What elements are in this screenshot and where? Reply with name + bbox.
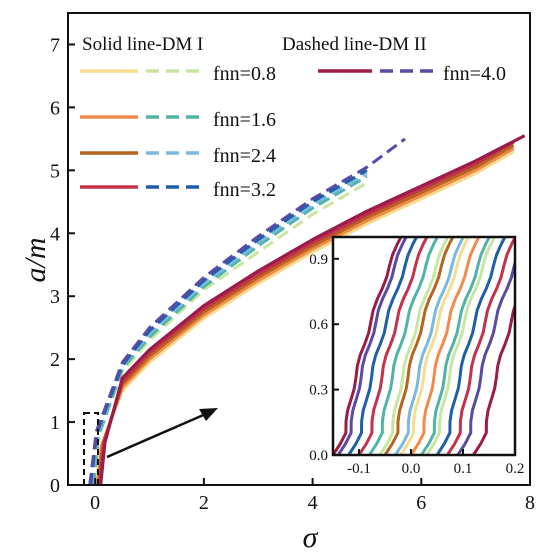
y-tick-label: 2: [50, 349, 60, 371]
legend-label: fnn=4.0: [443, 63, 506, 85]
inset-curve-1: [333, 237, 403, 455]
x-tick-label: 0: [90, 492, 100, 514]
x-tick-label: 2: [199, 492, 209, 514]
inset-curve-9: [399, 237, 471, 455]
x-axis-label: σ: [303, 521, 319, 552]
y-tick-label: 4: [50, 223, 60, 245]
legend-solid-header: Solid line-DM I: [82, 34, 203, 55]
legend-label: fnn=2.4: [213, 145, 276, 167]
legend-label: fnn=1.6: [213, 109, 276, 131]
inset-frame: [331, 235, 517, 457]
inset-x-tick-label: 0.2: [506, 461, 525, 477]
legend-label: fnn=3.2: [213, 179, 276, 201]
zoom-region-box: [83, 412, 99, 486]
inset-x-tick-label: 0.1: [454, 461, 473, 477]
inset-y-tick-label: 0.0: [309, 448, 328, 464]
inset-series-group: [333, 237, 515, 455]
zoom-arrow: [106, 411, 209, 459]
inset-curve-15: [456, 257, 515, 455]
inset-x-tick-label: 0.0: [402, 461, 421, 477]
inset-curve-4: [357, 237, 429, 455]
zoom-arrowhead: [199, 408, 218, 421]
inset-curve-6: [378, 237, 450, 455]
y-tick-label: 7: [50, 34, 60, 56]
inset-curve-2: [336, 237, 408, 455]
inset-curve-12: [425, 237, 497, 455]
inset-curve-5: [368, 237, 440, 455]
plot-frame: [67, 12, 531, 486]
inset-curve-3: [347, 237, 419, 455]
inset-curve-8: [394, 237, 466, 455]
inset-curve-14: [446, 237, 515, 455]
inset-x-tick-label: -0.1: [347, 461, 371, 477]
inset-curve-7: [383, 237, 455, 455]
y-tick-label: 5: [50, 160, 60, 182]
inset-curve-13: [435, 237, 507, 455]
y-tick-label: 6: [50, 97, 60, 119]
x-tick-label: 6: [416, 492, 426, 514]
inset-y-tick-label: 0.3: [309, 383, 328, 399]
main-series-group: [88, 134, 526, 485]
legend: Solid line-DM I Dashed line-DM II fnn=0.…: [80, 34, 506, 201]
inset-curve-10: [409, 237, 481, 455]
x-tick-label: 4: [308, 492, 318, 514]
main-ticks: 0 2 4 6 8 0 1 2 3 4 5 6 7: [50, 34, 535, 514]
inset-y-tick-label: 0.9: [309, 252, 328, 268]
y-axis-label: a/m: [19, 238, 52, 283]
x-tick-label: 8: [525, 492, 535, 514]
y-tick-label: 0: [50, 475, 60, 497]
series-line-9: [99, 134, 526, 485]
y-tick-label: 3: [50, 286, 60, 308]
inset-curve-11: [420, 237, 492, 455]
legend-dashed-header: Dashed line-DM II: [282, 34, 427, 55]
series-line-5: [91, 181, 368, 485]
legend-label: fnn=0.8: [213, 63, 276, 85]
inset-y-tick-label: 0.6: [309, 317, 328, 333]
inset-ticks: -0.1 0.0 0.1 0.2 0.0 0.3 0.6 0.9: [309, 252, 524, 477]
series-line-10: [88, 137, 406, 485]
inset-curve-16: [472, 302, 515, 455]
y-tick-label: 1: [50, 412, 60, 434]
